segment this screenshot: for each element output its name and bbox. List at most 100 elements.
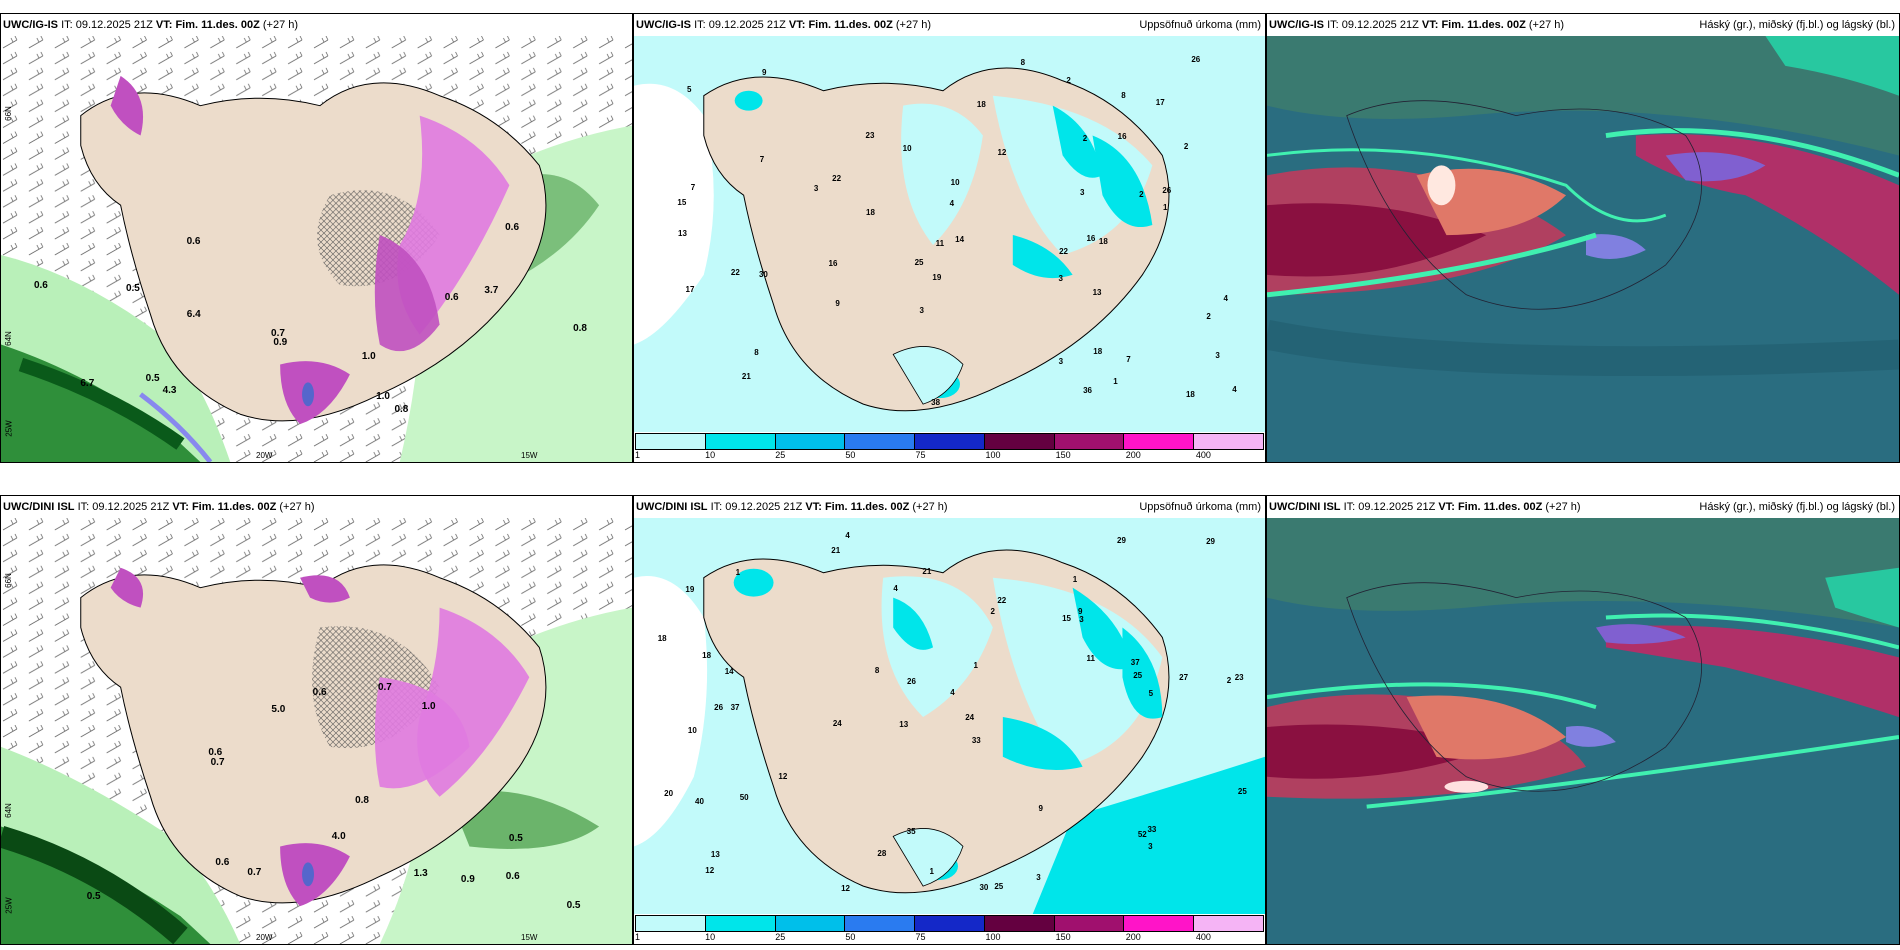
precip-amount-label: 21 [741,371,751,381]
colorbar-swatch [1124,434,1195,449]
precip-value-label: 0.5 [566,899,581,911]
precip-amount-label: 35 [906,827,916,837]
precip-amount-label: 15 [677,198,687,208]
cloud-map-title: Háský (gr.), miðský (fj.bl.) og lágský (… [1699,14,1895,36]
precip-value-label: 4.0 [331,830,346,842]
precip-value-label: 0.8 [394,403,409,415]
precip-amount-label: 10 [902,144,912,154]
colorbar-label: 400 [1195,932,1211,942]
lon-label: 20W [256,451,273,460]
precip-value-label: 0.6 [444,291,459,303]
precip-amount-label: 3 [813,183,819,193]
valid-time: Fim. 11.des. 00Z [191,501,277,513]
precip-amount-label: 3 [1079,187,1085,197]
colorbar-swatch [775,916,846,931]
colorbar-label: 10 [705,450,716,460]
precip-amount-label: 3 [1148,842,1153,852]
precip-value-label: 0.6 [33,280,48,292]
precip-amount-label: 23 [1234,672,1244,682]
lat-label: 66N [3,106,13,121]
precip-amount-label: 9 [1078,607,1083,617]
valid-label: VT: [155,19,173,31]
precip-amount-label: 20 [664,788,674,798]
precip-amount-label: 7 [1126,355,1131,365]
precip-amount-label: 33 [1147,825,1157,835]
init-time: 09.12.2025 21Z [92,501,170,513]
precip-colorbar: 1 10 25 50 75 100 150 200 400 [635,433,1264,461]
precip-value-label: 0.7 [271,327,285,339]
precip-amount-label: 2 [1082,134,1088,144]
precip-value-label: 0.9 [460,874,475,886]
precip-value-label: 0.6 [215,857,230,869]
model-name: UWC/DINI ISL [1269,501,1341,513]
precip-amount-label: 26 [907,676,916,686]
precip-amount-label: 25 [1237,786,1247,796]
precip-value-label: 3.7 [484,285,499,297]
precip-amount-label: 15 [1062,613,1071,623]
panel-title: UWC/DINI ISL IT: 09.12.2025 21Z VT: Fim.… [634,496,1265,518]
precip-amount-label: 25 [914,258,924,268]
precip-amount-label: 8 [874,665,880,675]
accumulated-precip-map [634,518,1265,914]
precip-amount-label: 24 [965,713,975,723]
colorbar-label: 200 [1125,450,1141,460]
colorbar-swatch [1124,916,1195,931]
colorbar-swatch [845,916,916,931]
precip-amount-label: 17 [685,285,695,295]
precip-amount-label: 11 [935,239,945,249]
precip-amount-label: 12 [841,883,851,893]
precip-amount-label: 3 [1058,357,1064,367]
precip-value-label: 0.9 [273,336,288,348]
precip-amount-label: 12 [705,866,715,876]
lat-label: 64N [3,331,13,346]
cloud-cover-map [1267,36,1899,462]
precip-value-label: 1.0 [421,700,436,712]
precip-amount-label: 25 [994,881,1004,891]
colorbar-swatch [775,434,846,449]
precip-amount-label: 38 [931,398,941,408]
valid-time: Fim. 11.des. 00Z [1441,19,1526,31]
precip-amount-label: 27 [1179,673,1189,683]
precip-amount-label: 1 [973,661,978,671]
valid-time: Fim. 11.des. 00Z [175,19,260,31]
precip-amount-label: 1 [735,567,741,577]
precip-amount-label: 18 [866,208,875,218]
precip-amount-label: 18 [657,633,667,643]
colorbar-swatch [984,434,1055,449]
colorbar-label: 200 [1125,932,1141,942]
accumulated-precip-map [634,36,1265,432]
precip-amount-label: 2 [1139,189,1144,199]
precip-amount-label: 24 [832,719,842,729]
precip-amount-label: 11 [1086,654,1095,664]
colorbar-label: 50 [845,450,856,460]
model-name: UWC/DINI ISL [3,501,75,513]
precip-amount-label: 4 [893,583,898,593]
colorbar-label: 75 [915,932,926,942]
precip-value-label: 0.8 [355,795,369,807]
lon-label: 20W [256,933,273,942]
precip-amount-label: 2 [1183,142,1189,152]
precip-amount-label: 8 [754,347,759,357]
precip-value-label: 1.3 [413,867,428,879]
precip-amount-label: 13 [1092,287,1102,297]
colorbar-swatches [635,433,1264,450]
colorbar-labels: 1 10 25 50 75 100 150 200 400 [635,932,1264,943]
precip-amount-label: 3 [1058,273,1063,283]
precip-amount-label: 4 [1223,294,1228,304]
precip-amount-label: 2 [1066,75,1071,85]
precip-value-label: 6.7 [80,377,95,389]
precip-amount-label: 5 [1148,689,1154,699]
init-label: IT: [1343,501,1356,513]
precip-amount-label: 4 [845,530,850,540]
precip-amount-label: 10 [950,177,960,187]
precip-amount-label: 29 [1206,536,1216,546]
precip-amount-label: 16 [1117,131,1127,141]
lat-label: 64N [3,803,13,818]
precip-amount-label: 30 [758,270,768,280]
colorbar-label: 100 [985,450,1001,460]
colorbar-swatch [984,916,1055,931]
precip-amount-label: 2 [1206,311,1211,321]
precip-value-label: 5.0 [271,704,286,716]
cloud-map-title: Háský (gr.), miðský (fj.bl.) og lágský (… [1699,496,1895,518]
precip-amount-label: 4 [1232,384,1237,394]
